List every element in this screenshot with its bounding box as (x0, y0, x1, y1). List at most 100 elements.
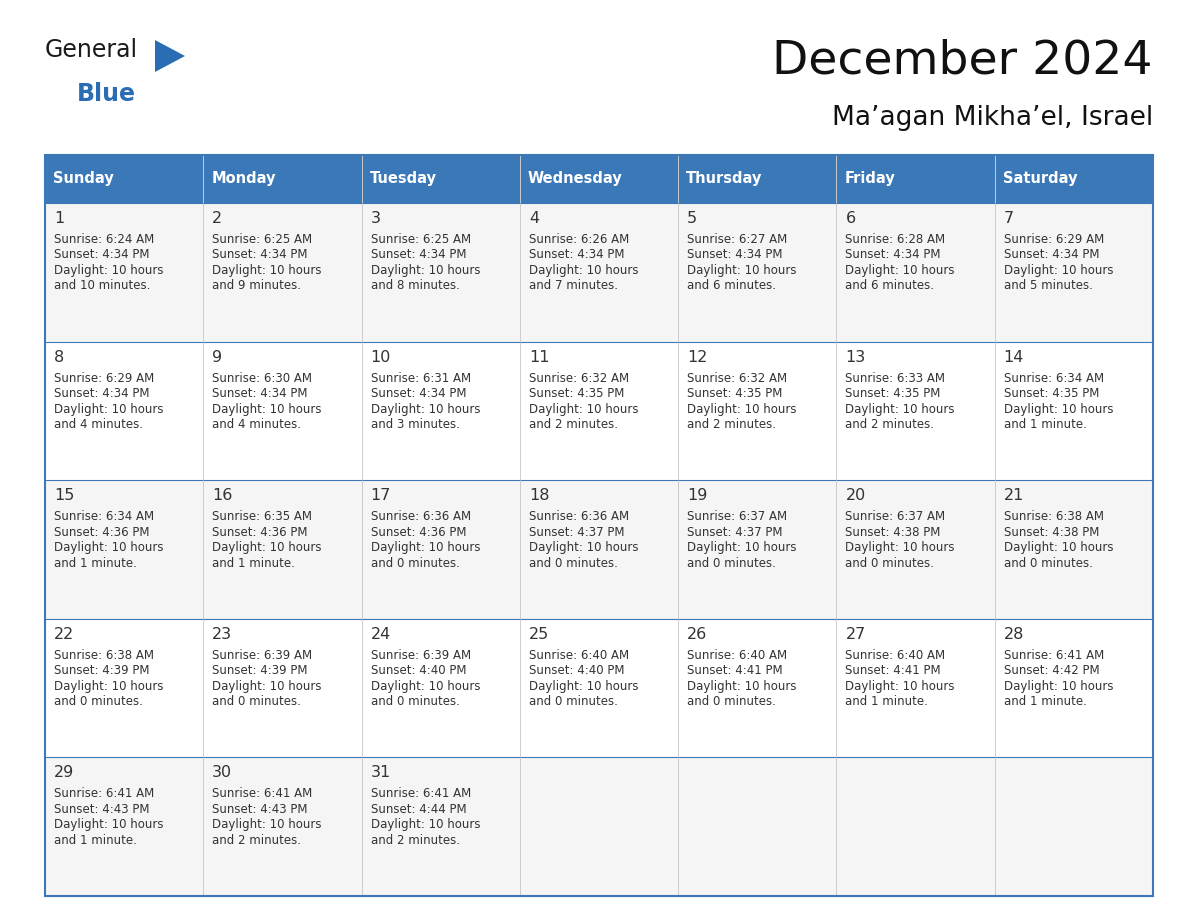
Text: and 0 minutes.: and 0 minutes. (687, 556, 776, 570)
Text: Sunset: 4:35 PM: Sunset: 4:35 PM (846, 387, 941, 400)
Bar (520, 341, 678, 480)
Text: Sunrise: 6:41 AM: Sunrise: 6:41 AM (371, 788, 470, 800)
Text: 20: 20 (846, 488, 866, 503)
Text: Ma’agan Mikha’el, Israel: Ma’agan Mikha’el, Israel (832, 105, 1154, 131)
Text: Daylight: 10 hours: Daylight: 10 hours (846, 542, 955, 554)
Text: 28: 28 (1004, 627, 1024, 642)
Bar (45, 155, 203, 203)
Bar (678, 203, 836, 341)
Text: Sunset: 4:43 PM: Sunset: 4:43 PM (213, 803, 308, 816)
Text: and 0 minutes.: and 0 minutes. (53, 695, 143, 709)
Text: Sunset: 4:41 PM: Sunset: 4:41 PM (846, 665, 941, 677)
Text: Sunrise: 6:32 AM: Sunrise: 6:32 AM (687, 372, 788, 385)
Text: 22: 22 (53, 627, 74, 642)
Text: and 4 minutes.: and 4 minutes. (53, 418, 143, 431)
Text: 13: 13 (846, 350, 866, 364)
Bar (520, 619, 678, 757)
Bar (836, 155, 994, 203)
Text: Sunrise: 6:41 AM: Sunrise: 6:41 AM (53, 788, 154, 800)
Bar (678, 155, 836, 203)
Text: Sunrise: 6:41 AM: Sunrise: 6:41 AM (1004, 649, 1104, 662)
Text: and 2 minutes.: and 2 minutes. (846, 418, 935, 431)
Text: 27: 27 (846, 627, 866, 642)
Text: and 1 minute.: and 1 minute. (846, 695, 928, 709)
Bar (994, 155, 1154, 203)
Text: Daylight: 10 hours: Daylight: 10 hours (371, 403, 480, 416)
Text: Sunrise: 6:26 AM: Sunrise: 6:26 AM (529, 233, 630, 246)
Text: Daylight: 10 hours: Daylight: 10 hours (53, 819, 164, 832)
Text: Daylight: 10 hours: Daylight: 10 hours (687, 403, 797, 416)
Text: Daylight: 10 hours: Daylight: 10 hours (53, 542, 164, 554)
Bar (45, 480, 203, 619)
Text: Sunset: 4:38 PM: Sunset: 4:38 PM (846, 526, 941, 539)
Text: Daylight: 10 hours: Daylight: 10 hours (529, 680, 638, 693)
Text: and 0 minutes.: and 0 minutes. (846, 556, 934, 570)
Text: Daylight: 10 hours: Daylight: 10 hours (846, 403, 955, 416)
Text: 11: 11 (529, 350, 549, 364)
Bar (836, 203, 994, 341)
Text: and 7 minutes.: and 7 minutes. (529, 279, 618, 293)
Text: Sunrise: 6:34 AM: Sunrise: 6:34 AM (53, 510, 154, 523)
Text: Sunrise: 6:30 AM: Sunrise: 6:30 AM (213, 372, 312, 385)
Bar (520, 203, 678, 341)
Text: Sunrise: 6:31 AM: Sunrise: 6:31 AM (371, 372, 470, 385)
Text: Sunset: 4:36 PM: Sunset: 4:36 PM (371, 526, 466, 539)
Text: and 2 minutes.: and 2 minutes. (213, 834, 302, 847)
Bar (45, 203, 203, 341)
Text: Sunrise: 6:29 AM: Sunrise: 6:29 AM (53, 372, 154, 385)
Text: Sunset: 4:37 PM: Sunset: 4:37 PM (687, 526, 783, 539)
Text: Sunrise: 6:37 AM: Sunrise: 6:37 AM (846, 510, 946, 523)
Text: 14: 14 (1004, 350, 1024, 364)
Text: Sunset: 4:34 PM: Sunset: 4:34 PM (53, 249, 150, 262)
Text: and 0 minutes.: and 0 minutes. (213, 695, 302, 709)
Text: Sunrise: 6:39 AM: Sunrise: 6:39 AM (213, 649, 312, 662)
Text: Sunrise: 6:40 AM: Sunrise: 6:40 AM (846, 649, 946, 662)
Bar (994, 341, 1154, 480)
Bar (203, 341, 361, 480)
Text: December 2024: December 2024 (772, 38, 1154, 83)
Text: and 0 minutes.: and 0 minutes. (529, 556, 618, 570)
Bar (994, 203, 1154, 341)
Text: and 6 minutes.: and 6 minutes. (846, 279, 935, 293)
Text: 18: 18 (529, 488, 549, 503)
Text: Daylight: 10 hours: Daylight: 10 hours (371, 264, 480, 277)
Text: and 4 minutes.: and 4 minutes. (213, 418, 302, 431)
Bar (361, 203, 520, 341)
Bar (45, 619, 203, 757)
Text: Daylight: 10 hours: Daylight: 10 hours (1004, 680, 1113, 693)
Text: 30: 30 (213, 766, 233, 780)
Text: Sunset: 4:41 PM: Sunset: 4:41 PM (687, 665, 783, 677)
Text: Sunrise: 6:24 AM: Sunrise: 6:24 AM (53, 233, 154, 246)
Text: and 1 minute.: and 1 minute. (213, 556, 295, 570)
Text: Sunrise: 6:40 AM: Sunrise: 6:40 AM (687, 649, 788, 662)
Text: Blue: Blue (77, 82, 135, 106)
Text: Sunset: 4:34 PM: Sunset: 4:34 PM (529, 249, 625, 262)
Text: Sunrise: 6:28 AM: Sunrise: 6:28 AM (846, 233, 946, 246)
Text: Sunset: 4:36 PM: Sunset: 4:36 PM (53, 526, 150, 539)
Bar (994, 757, 1154, 896)
Text: Sunrise: 6:35 AM: Sunrise: 6:35 AM (213, 510, 312, 523)
Text: Daylight: 10 hours: Daylight: 10 hours (53, 403, 164, 416)
Text: Sunrise: 6:34 AM: Sunrise: 6:34 AM (1004, 372, 1104, 385)
Text: Daylight: 10 hours: Daylight: 10 hours (529, 403, 638, 416)
Text: and 0 minutes.: and 0 minutes. (529, 695, 618, 709)
Text: Sunset: 4:35 PM: Sunset: 4:35 PM (687, 387, 783, 400)
Text: Thursday: Thursday (687, 172, 763, 186)
Text: Sunset: 4:34 PM: Sunset: 4:34 PM (213, 249, 308, 262)
Text: Friday: Friday (845, 172, 896, 186)
Text: Sunset: 4:42 PM: Sunset: 4:42 PM (1004, 665, 1099, 677)
Bar (361, 341, 520, 480)
Text: and 0 minutes.: and 0 minutes. (687, 695, 776, 709)
Text: Monday: Monday (211, 172, 276, 186)
Text: Sunset: 4:35 PM: Sunset: 4:35 PM (529, 387, 624, 400)
Text: Daylight: 10 hours: Daylight: 10 hours (529, 542, 638, 554)
Text: and 0 minutes.: and 0 minutes. (1004, 556, 1093, 570)
Text: and 2 minutes.: and 2 minutes. (371, 834, 460, 847)
Text: Sunrise: 6:25 AM: Sunrise: 6:25 AM (371, 233, 470, 246)
Text: 6: 6 (846, 211, 855, 226)
Text: Daylight: 10 hours: Daylight: 10 hours (213, 819, 322, 832)
Text: Sunset: 4:34 PM: Sunset: 4:34 PM (53, 387, 150, 400)
Text: Daylight: 10 hours: Daylight: 10 hours (687, 542, 797, 554)
Text: 23: 23 (213, 627, 233, 642)
Text: 4: 4 (529, 211, 539, 226)
